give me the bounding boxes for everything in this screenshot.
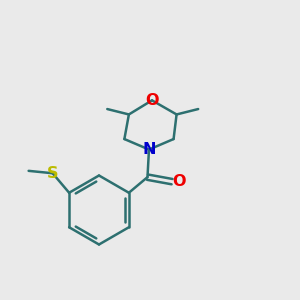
Text: O: O xyxy=(172,174,185,189)
Text: N: N xyxy=(142,142,156,157)
Text: O: O xyxy=(145,93,159,108)
Text: S: S xyxy=(47,166,58,181)
